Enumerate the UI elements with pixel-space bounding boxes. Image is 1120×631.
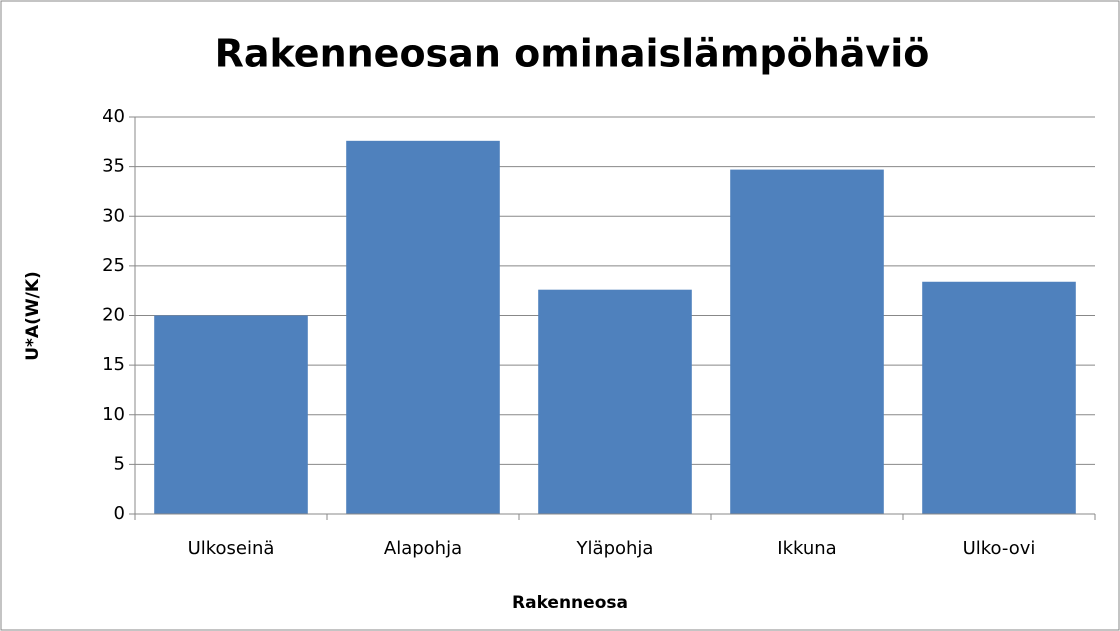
bar (346, 140, 500, 514)
y-tick-label: 10 (102, 404, 125, 425)
y-tick-label: 35 (102, 156, 125, 177)
x-tick-label: Ulko-ovi (963, 538, 1036, 559)
x-tick-label: Ulkoseinä (188, 538, 275, 559)
bar (922, 281, 1076, 514)
x-tick-label: Ikkuna (777, 538, 836, 559)
bar (730, 169, 884, 515)
y-tick-label: 25 (102, 255, 125, 276)
y-tick-label: 15 (102, 354, 125, 375)
bar (154, 315, 308, 514)
y-tick-label: 40 (102, 106, 125, 127)
bar (538, 289, 692, 514)
y-tick-label: 5 (114, 453, 125, 474)
chart-title: Rakenneosan ominaislämpöhäviö (215, 32, 930, 76)
y-tick-label: 0 (114, 503, 125, 524)
x-tick-label: Alapohja (384, 538, 462, 559)
x-axis-title: Rakenneosa (512, 593, 628, 613)
y-tick-label: 30 (102, 205, 125, 226)
y-tick-label: 20 (102, 305, 125, 326)
x-tick-label: Yläpohja (576, 538, 654, 559)
y-axis-title: U*A(W/K) (23, 271, 43, 361)
